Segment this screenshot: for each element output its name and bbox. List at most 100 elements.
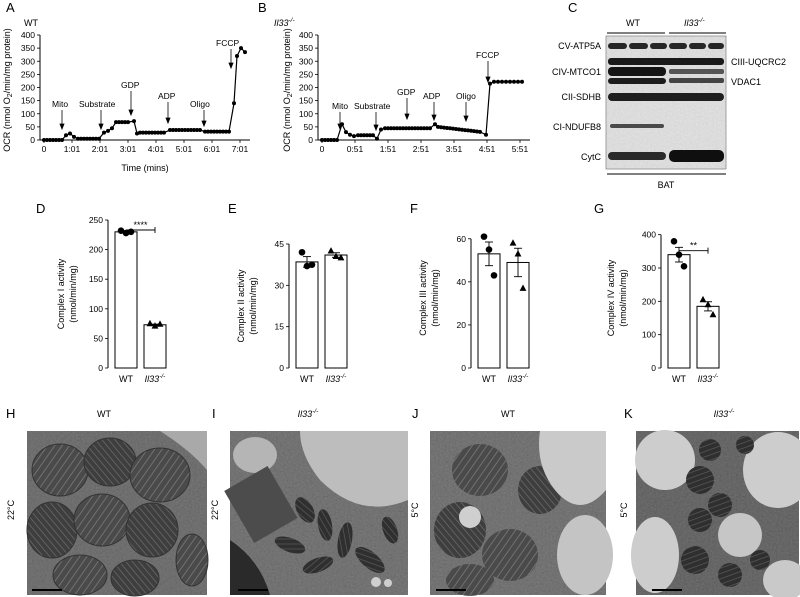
trace-point-b [410, 126, 414, 131]
em-h-temp: 22°C [6, 499, 16, 520]
genotype-wt-a: WT [24, 18, 38, 28]
data-point [308, 261, 316, 268]
trace-point-b [419, 126, 423, 131]
data-point [709, 310, 717, 318]
trace-point-a [48, 138, 52, 142]
trace-point-b [326, 138, 330, 142]
em-h-genotype: WT [97, 409, 111, 419]
bar-ko [696, 305, 720, 369]
arrows-a [59, 49, 234, 131]
trace-point-a [186, 128, 190, 133]
y-tick-label: 30 [275, 280, 285, 290]
bar-chart-d: Complex I activity (nmol/min/mg) 0 50 100 150… [56, 215, 167, 384]
panel-label-b: B [258, 0, 267, 15]
bar-chart-g: Complex IV activity (nmol/min/mg) 0 100 200 3… [606, 230, 720, 384]
data-point [509, 239, 517, 246]
trace-point-b [416, 126, 420, 131]
panel-label-c: C [568, 0, 577, 15]
trace-point-b [448, 126, 452, 131]
trace-point-a [174, 128, 178, 133]
trace-point-a [82, 136, 86, 141]
trace-point-a [162, 130, 166, 135]
x-category-label: WT [119, 374, 133, 384]
x-tick-label-b: 1:51 [380, 144, 397, 154]
anno-oligo-b: Oligo [456, 91, 476, 101]
trace-point-b [457, 127, 461, 132]
y-axis-unit-g: (nmol/min/mg) [618, 269, 628, 327]
data-point [704, 300, 712, 308]
trace-point-b [516, 79, 520, 84]
x-tick-label-b: 2:51 [413, 144, 430, 154]
trace-point-a [150, 130, 154, 135]
y-tick-label-b: 200 [299, 83, 313, 93]
y-tick-label-b: 400 [299, 30, 313, 40]
em-j-temp: 5°C [410, 502, 420, 518]
y-tick-label-a: 400 [21, 30, 35, 40]
trace-point-b [356, 133, 360, 138]
trace-point-a [138, 130, 142, 135]
y-tick-label: 40 [457, 277, 467, 287]
x-tick-label-b: 0 [320, 144, 325, 154]
panel-label-h: H [6, 406, 15, 421]
trace-point-b [436, 124, 440, 129]
trace-point-b [375, 136, 379, 141]
y-tick-label-b: 250 [299, 69, 313, 79]
x-category-label: Il33-/- [698, 373, 719, 384]
significance-marker: **** [133, 220, 148, 230]
x-category-label: Il33-/- [508, 373, 529, 384]
data-point [332, 252, 340, 259]
trace-point-a [232, 101, 236, 106]
data-point [490, 272, 498, 279]
blot-ko-label: Il33-/- [684, 17, 705, 28]
x-tick-label-a: 3:01 [120, 144, 137, 154]
y-tick-label: 50 [94, 333, 104, 343]
trace-point-b [365, 133, 369, 138]
trace-point-a [209, 129, 213, 134]
trace-point-b [504, 79, 508, 84]
x-tick-label-a: 4:01 [148, 144, 165, 154]
trace-point-a [221, 129, 225, 134]
em-image-k [631, 430, 800, 597]
y-tick-label: 0 [98, 363, 103, 373]
x-tick-label-b: 3:51 [446, 144, 463, 154]
trace-point-b [401, 126, 405, 131]
trace-point-b [422, 126, 426, 131]
y-tick-label: 100 [89, 304, 103, 314]
y-axis-unit-f: (nmol/min/mg) [430, 269, 440, 327]
trace-point-a [60, 138, 64, 142]
trace-point-b [320, 138, 324, 142]
trace-point-a [72, 134, 76, 139]
x-tick-label-b: 0:51 [347, 144, 364, 154]
trace-point-a [88, 136, 92, 141]
trace-point-b [460, 127, 464, 132]
trace-point-a [110, 126, 114, 131]
y-tick-label: 60 [457, 234, 467, 244]
trace-point-b [445, 125, 449, 130]
trace-point-a [203, 129, 207, 134]
trace-point-b [352, 134, 356, 139]
y-tick-label-a: 250 [21, 69, 35, 79]
trace-point-b [362, 133, 366, 138]
trace-point-a [135, 131, 139, 136]
em-image-i [224, 431, 408, 595]
trace-point-a [64, 133, 68, 138]
trace-point-a [117, 120, 121, 125]
trace-point-b [413, 126, 417, 131]
trace-point-a [51, 138, 55, 142]
trace-point-a [147, 130, 151, 135]
trace-point-b [383, 126, 387, 131]
trace-point-a [215, 129, 219, 134]
panel-label-d: D [36, 201, 45, 216]
trace-point-b [508, 79, 512, 84]
trace-point-a [126, 120, 130, 125]
panel-label-e: E [228, 201, 237, 216]
trace-point-a [218, 129, 222, 134]
trace-point-b [348, 132, 352, 137]
trace-point-a [132, 119, 136, 124]
x-category-label: Il33-/- [326, 373, 347, 384]
anno-mito-b: Mito [332, 101, 348, 111]
bar-ko [324, 254, 348, 369]
trace-point-a [57, 138, 61, 142]
trace-point-a [76, 136, 80, 141]
